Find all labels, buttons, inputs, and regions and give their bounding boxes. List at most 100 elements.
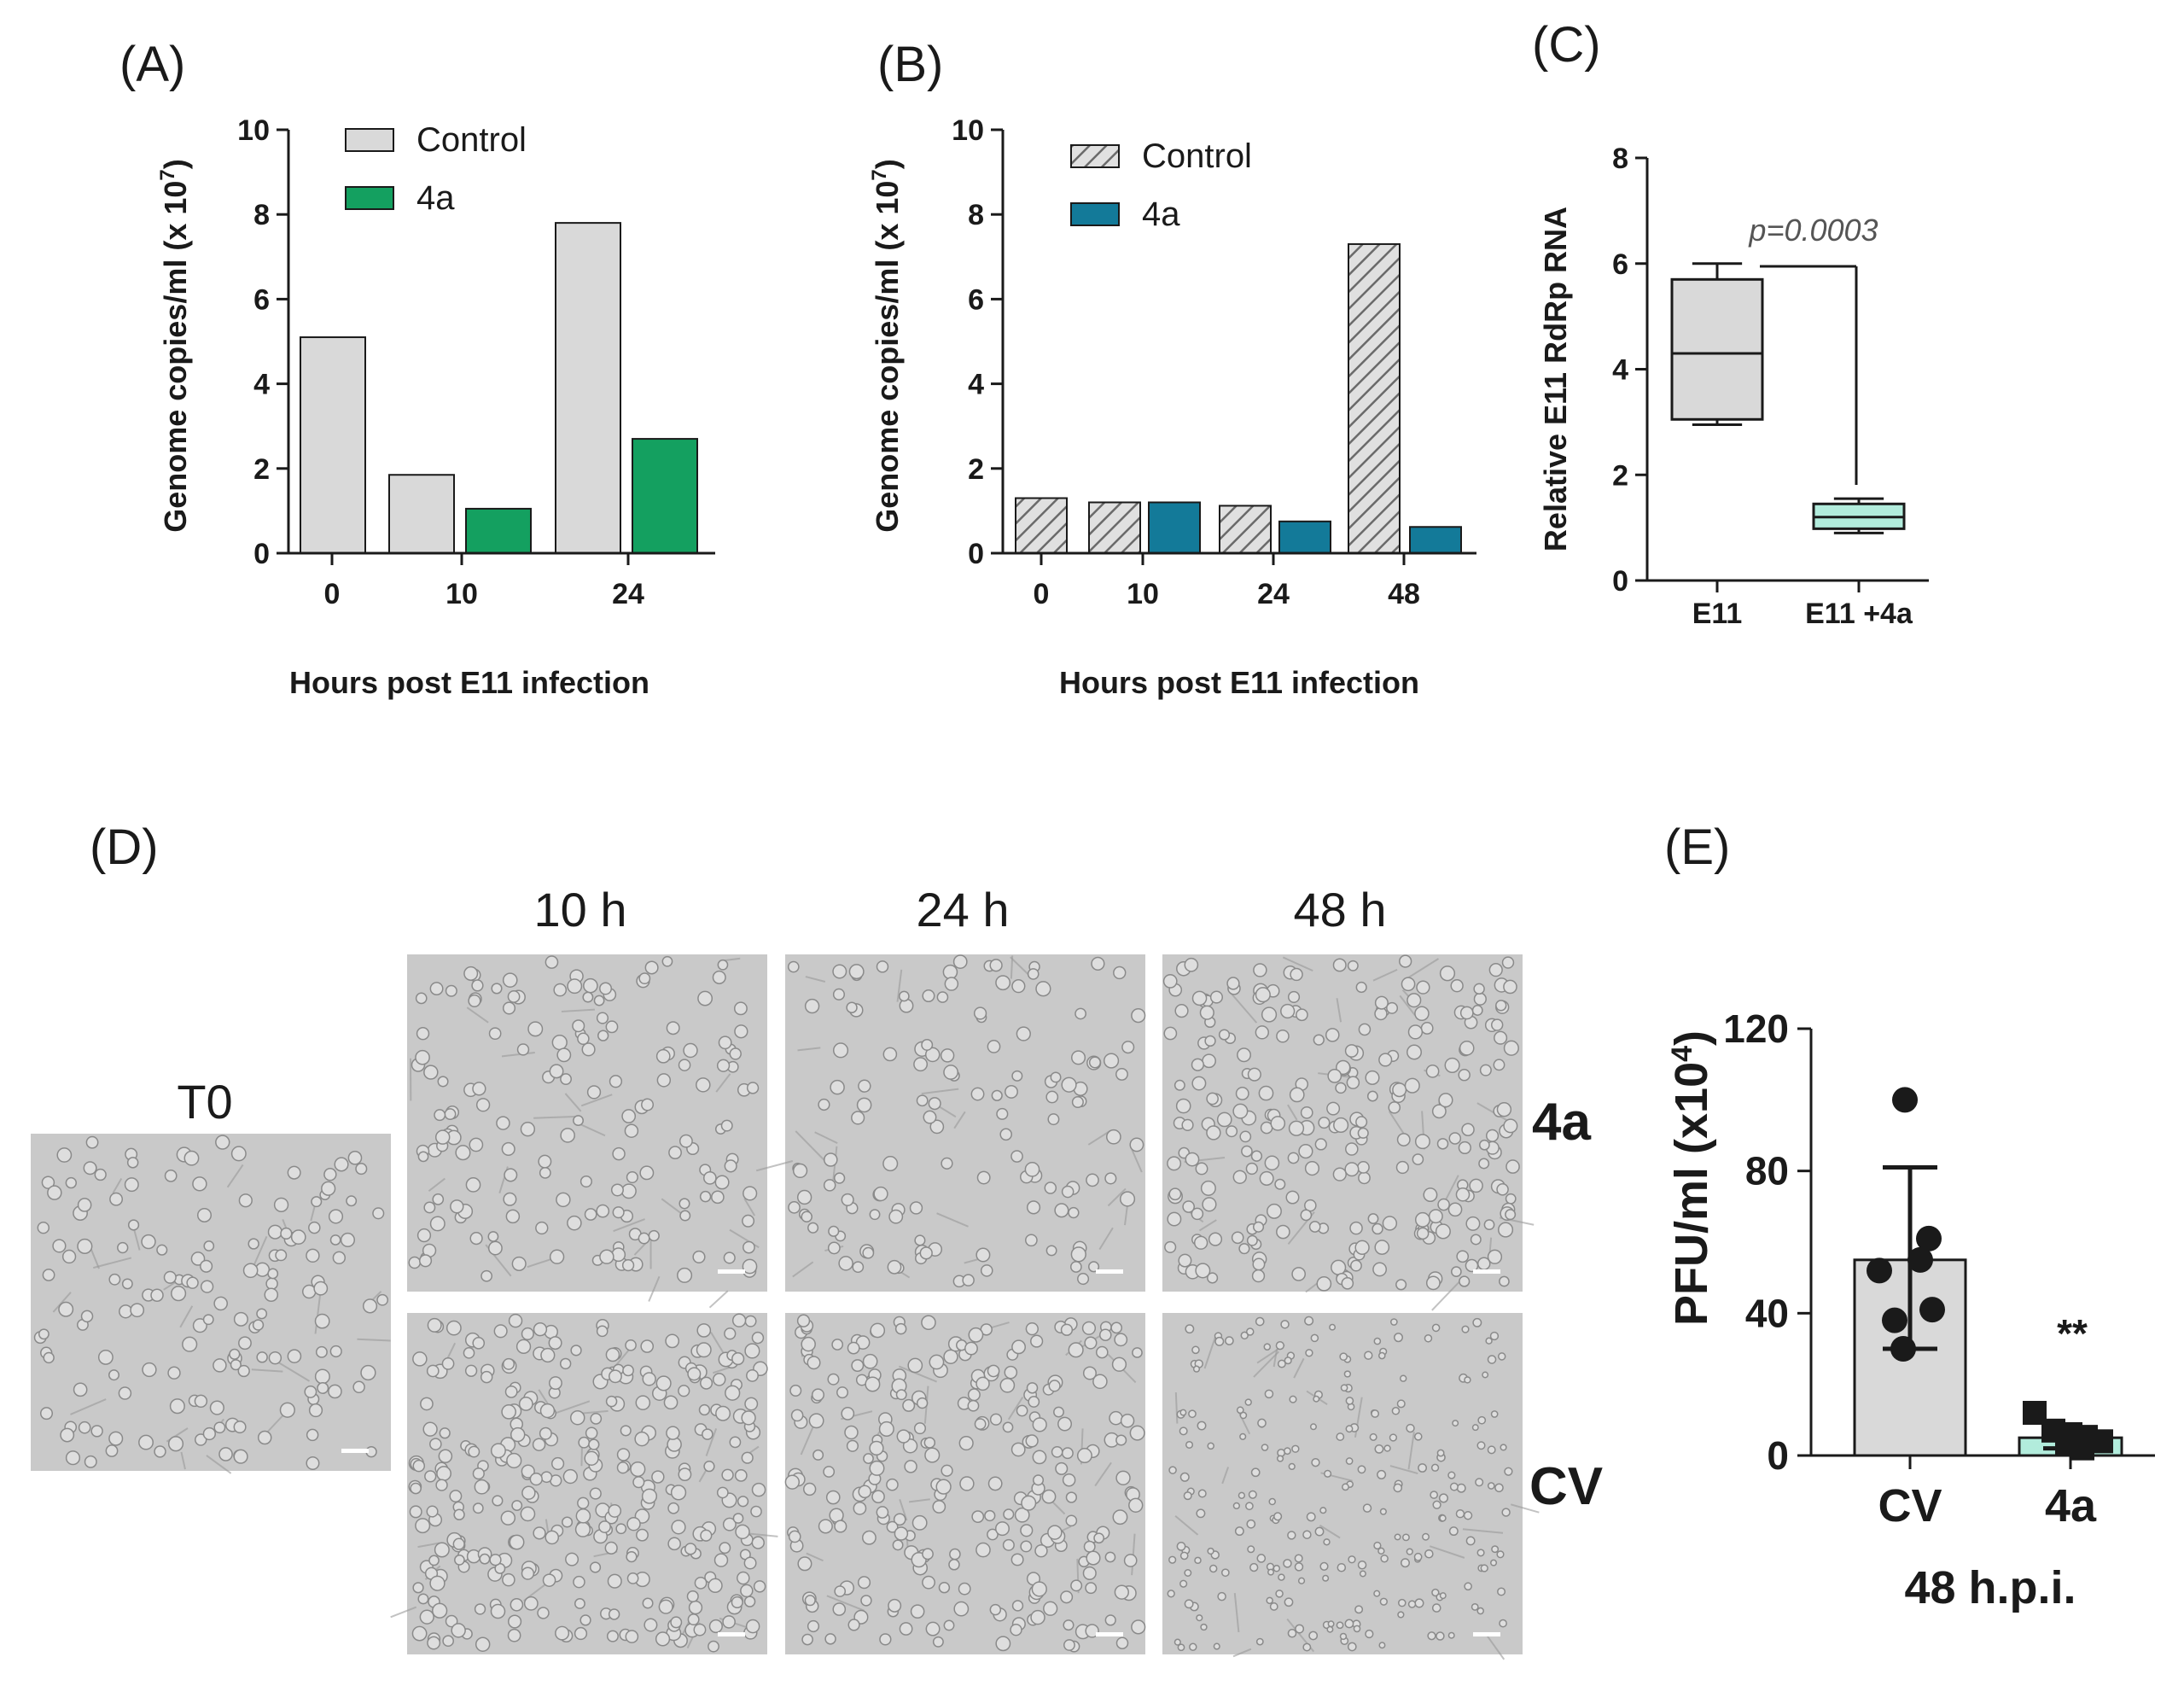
cell [638,1232,650,1245]
cell [347,1150,363,1165]
cell [1253,963,1267,977]
cell-streak [1203,1335,1217,1369]
cell [1284,1356,1292,1365]
cell [1322,1574,1330,1582]
cell-streak [180,1451,186,1470]
cell [1263,1343,1272,1351]
y-tick-label: 0 [1767,1433,1789,1478]
cell [315,1345,328,1358]
cell [1276,1224,1290,1240]
data-point-cv [1882,1307,1907,1333]
cell [549,1064,564,1079]
cell [588,1438,600,1450]
cell [426,1364,440,1378]
cell [527,1021,544,1037]
scale-bar [1473,1632,1500,1636]
cell [287,1165,301,1180]
cell [925,1621,941,1636]
cell [808,1413,824,1429]
cell [308,1403,323,1418]
panel-a-ylabel: Genome copies/ml (x 107) [156,159,193,533]
cell [256,1351,268,1363]
cell [1347,960,1359,971]
cell [666,1021,680,1036]
cell [108,1369,120,1381]
cell [1115,1470,1131,1485]
cell [1044,1181,1057,1194]
cell [882,1047,898,1062]
cell [830,1079,845,1095]
cell [719,1542,731,1555]
cell [616,1461,629,1474]
cell [1447,1202,1463,1217]
cell [39,1407,54,1421]
cell [869,1209,881,1221]
cell [1431,1588,1440,1597]
cell [667,1537,681,1551]
cell [832,964,847,979]
cell [910,1604,925,1619]
cell [1406,1548,1413,1555]
cell [73,1382,88,1397]
cell [753,1580,766,1593]
cell [1091,956,1105,971]
cell [743,1556,757,1570]
cell [1447,1471,1456,1479]
cell [712,1373,726,1386]
cell [661,955,673,967]
cell [824,1152,838,1167]
cell [1389,1433,1398,1442]
cell [869,1440,884,1456]
cell [994,1521,1010,1537]
cell [127,1219,140,1231]
cell [914,1234,926,1246]
cell [751,1331,765,1345]
cell [1425,1064,1440,1078]
cell [742,1214,755,1228]
cell-streak [1221,1467,1230,1485]
cell [1206,1092,1219,1106]
cell [1035,981,1051,997]
cell [698,1403,711,1416]
cell [1264,1389,1274,1399]
cell [1406,1423,1415,1433]
x-tick-label: CV [1878,1480,1942,1531]
panel-b-yticks: 0 2 4 6 8 10 [952,114,1003,570]
cell [518,1397,533,1411]
cell [464,1364,478,1377]
cell-streak [896,969,903,1002]
cell [1494,1483,1504,1493]
cell [987,1364,1000,1378]
cell [716,1059,731,1072]
cell-streak [390,1606,417,1619]
micrograph-background [31,1134,391,1471]
cell-streak [613,1218,645,1233]
cell [1497,1352,1506,1361]
cell [1291,1444,1300,1453]
cell [841,1193,854,1206]
panel-a-legend: Control 4a [345,121,527,217]
cell [1191,1076,1207,1091]
cell [426,1505,439,1518]
cell [1109,1410,1123,1426]
cell [621,1109,637,1123]
cell [1359,1570,1366,1578]
cell [1010,1150,1023,1163]
cell [1313,1395,1320,1403]
cell [1030,1609,1045,1625]
cell [1196,1614,1203,1622]
cell [887,1259,902,1275]
cell [1104,1172,1117,1185]
cell [1366,1090,1378,1102]
cell [858,1485,872,1499]
cell [852,1261,865,1274]
x-tick-label: E11 [1692,598,1743,630]
cell [200,1280,214,1293]
cell [451,1623,466,1638]
data-point-cv [1907,1246,1933,1273]
cell [487,1231,499,1242]
cell [1431,1104,1447,1119]
cell [639,1165,655,1181]
cell [419,1609,434,1625]
cell [1490,1018,1504,1031]
